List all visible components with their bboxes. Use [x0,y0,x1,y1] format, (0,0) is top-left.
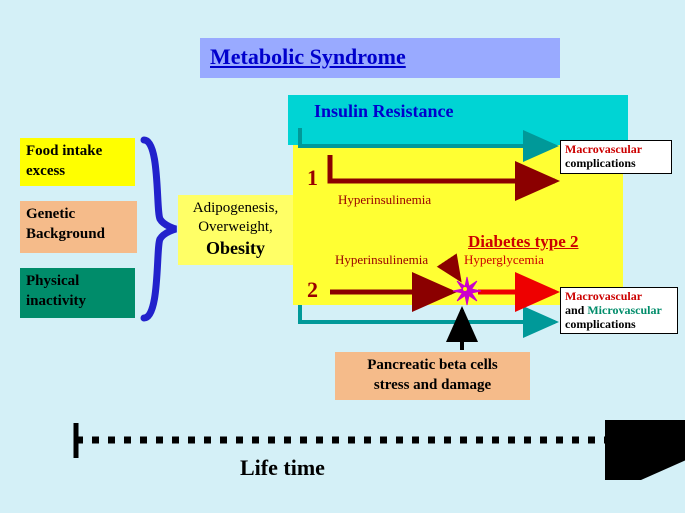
label-hyper2: Hyperinsulinemia [335,252,428,268]
factor-genetic: GeneticBackground [20,201,137,253]
complications-macro-micro: Macrovascularand Microvascularcomplicati… [560,287,678,334]
insulin-resistance-bar: Insulin Resistance [288,95,628,145]
title-bar: Metabolic Syndrome [200,38,560,78]
path-label-1: 1 [307,165,318,191]
factor-physical: Physicalinactivity [20,268,135,318]
lifetime-axis [0,420,685,480]
brace-icon [140,138,178,320]
label-diabetes: Diabetes type 2 [468,232,578,252]
label-hyperglycemia: Hyperglycemia [464,252,544,268]
lifetime-label: Life time [240,455,325,481]
factor-food: Food intakeexcess [20,138,135,186]
obesity-box: Adipogenesis,Overweight,Obesity [178,195,293,265]
path-label-2: 2 [307,277,318,303]
complications-macro: Macrovascularcomplications [560,140,672,174]
label-hyper1: Hyperinsulinemia [338,192,431,208]
pancreatic-box: Pancreatic beta cellsstress and damage [335,352,530,400]
